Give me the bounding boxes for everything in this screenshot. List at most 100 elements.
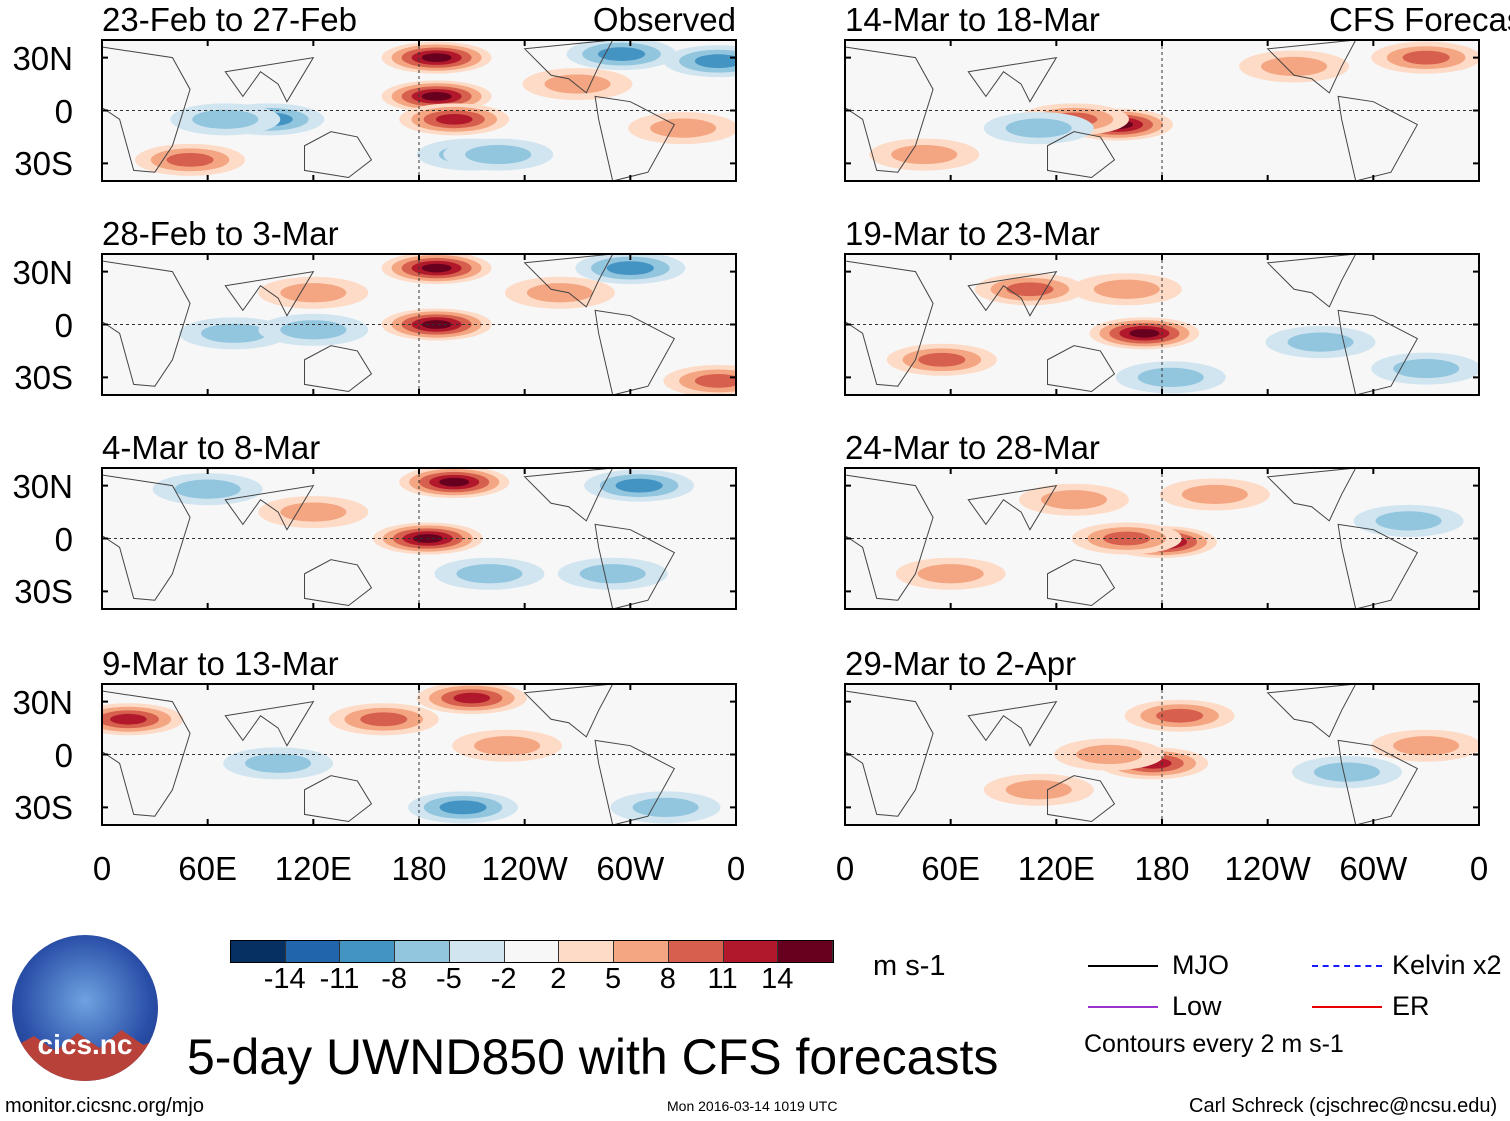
- coastline: [1337, 523, 1419, 609]
- footer-author: Carl Schreck (cjschrec@ncsu.edu): [1189, 1095, 1498, 1117]
- anomaly-contour: [1313, 762, 1380, 782]
- lat-label: 30S: [14, 359, 73, 397]
- anomaly-contour: [110, 713, 147, 725]
- lon-label: 0: [835, 850, 855, 887]
- anomaly-contour: [421, 53, 452, 62]
- lon-label: 60W: [596, 850, 665, 887]
- panel-title: 9-Mar to 13-Mar: [102, 645, 339, 682]
- coastline: [523, 40, 614, 94]
- coastline: [1337, 309, 1419, 395]
- lon-label: 180: [391, 850, 447, 887]
- lat-label: 0: [54, 520, 73, 558]
- anomaly-contour: [1129, 328, 1160, 338]
- coastline: [304, 775, 373, 823]
- coastline: [1266, 40, 1357, 94]
- legend-mjo-line: [1088, 965, 1158, 967]
- coastline: [304, 559, 373, 607]
- coastline: [304, 131, 373, 179]
- anomaly-contour: [439, 477, 470, 487]
- coastline: [967, 56, 1058, 103]
- coastline: [845, 46, 934, 173]
- anomaly-contour: [1393, 736, 1460, 756]
- coastline: [967, 484, 1058, 531]
- coastline: [967, 270, 1058, 317]
- lat-label: 30N: [12, 253, 73, 291]
- map-panel: [101, 253, 737, 396]
- legend-low-label: Low: [1172, 991, 1222, 1021]
- lon-label: 120W: [481, 850, 568, 887]
- anomaly-contour: [465, 144, 532, 165]
- lat-label: 30N: [12, 39, 73, 77]
- coastline: [102, 474, 191, 601]
- map-panel: [101, 39, 737, 182]
- coastline: [1047, 131, 1116, 179]
- anomaly-contour: [694, 54, 736, 69]
- anomaly-contour: [597, 47, 646, 61]
- colorbar-tick: 14: [761, 963, 794, 995]
- anomaly-contour: [421, 263, 452, 273]
- lon-label: 60E: [921, 850, 981, 887]
- coastline: [594, 739, 676, 825]
- panel-title: 19-Mar to 23-Mar: [845, 215, 1100, 252]
- anomaly-contour: [1287, 332, 1354, 352]
- lon-label: 180: [1134, 850, 1190, 887]
- coastline: [1337, 95, 1419, 181]
- anomaly-contour: [918, 352, 966, 367]
- lat-label: 30S: [14, 573, 73, 611]
- anomaly-contour: [650, 118, 717, 138]
- coastline: [845, 260, 934, 387]
- coastline: [1266, 684, 1357, 738]
- panel-title: 23-Feb to 27-Feb: [102, 1, 357, 38]
- observed-label: Observed: [592, 1, 736, 38]
- anomaly-contour: [453, 692, 491, 704]
- colorbar-tick: 2: [550, 963, 567, 995]
- coastline: [594, 309, 676, 395]
- colorbar-swatch: [340, 941, 396, 962]
- panel-title: 4-Mar to 8-Mar: [102, 429, 321, 466]
- coastline: [224, 56, 315, 103]
- map-panel: [101, 467, 737, 610]
- legend-low-line: [1088, 1006, 1158, 1008]
- lon-label: 120E: [1017, 850, 1095, 887]
- anomaly-contour: [1156, 708, 1204, 723]
- anomaly-contour: [245, 753, 312, 773]
- forecast-label: CFS Forecast: [1329, 1, 1510, 38]
- coastline: [523, 468, 614, 522]
- lon-label: 120W: [1224, 850, 1311, 887]
- coastline: [102, 260, 191, 387]
- map-panel: [844, 39, 1480, 182]
- colorbar-swatch: [285, 941, 341, 962]
- anomaly-contour: [166, 152, 214, 167]
- logo-text: cics.nc: [37, 1029, 133, 1060]
- coastline: [523, 254, 614, 308]
- anomaly-contour: [1261, 56, 1328, 77]
- anomaly-contour: [456, 564, 523, 584]
- map-panel: [844, 253, 1480, 396]
- anomaly-contour: [1375, 511, 1442, 531]
- colorbar-tick: 5: [605, 963, 622, 995]
- coastline: [1047, 345, 1116, 393]
- lon-label: 0: [726, 850, 746, 887]
- colorbar-swatch: [395, 941, 450, 962]
- anomaly-contour: [1402, 50, 1450, 65]
- anomaly-contour: [435, 113, 473, 125]
- map-panel: [844, 467, 1480, 610]
- anomaly-contour: [1393, 358, 1460, 379]
- colorbar-tick: 8: [659, 963, 676, 995]
- colorbar-tick: -5: [436, 963, 462, 995]
- map-panel: [101, 683, 737, 826]
- colorbar-tick: 11: [707, 963, 738, 995]
- panel-title: 14-Mar to 18-Mar: [845, 1, 1100, 38]
- anomaly-contour: [174, 479, 241, 499]
- map-panel: [844, 683, 1480, 826]
- coastline: [224, 270, 315, 317]
- anomaly-contour: [891, 144, 958, 165]
- coastline: [224, 700, 315, 747]
- anomaly-contour: [1040, 490, 1107, 510]
- colorbar-tick: -14: [263, 963, 306, 995]
- anomaly-contour: [1181, 484, 1248, 505]
- lat-label: 30S: [14, 145, 73, 183]
- anomaly-contour: [192, 109, 259, 129]
- footer-url[interactable]: monitor.cicsnc.org/mjo: [5, 1095, 204, 1117]
- colorbar-swatch: [614, 941, 669, 962]
